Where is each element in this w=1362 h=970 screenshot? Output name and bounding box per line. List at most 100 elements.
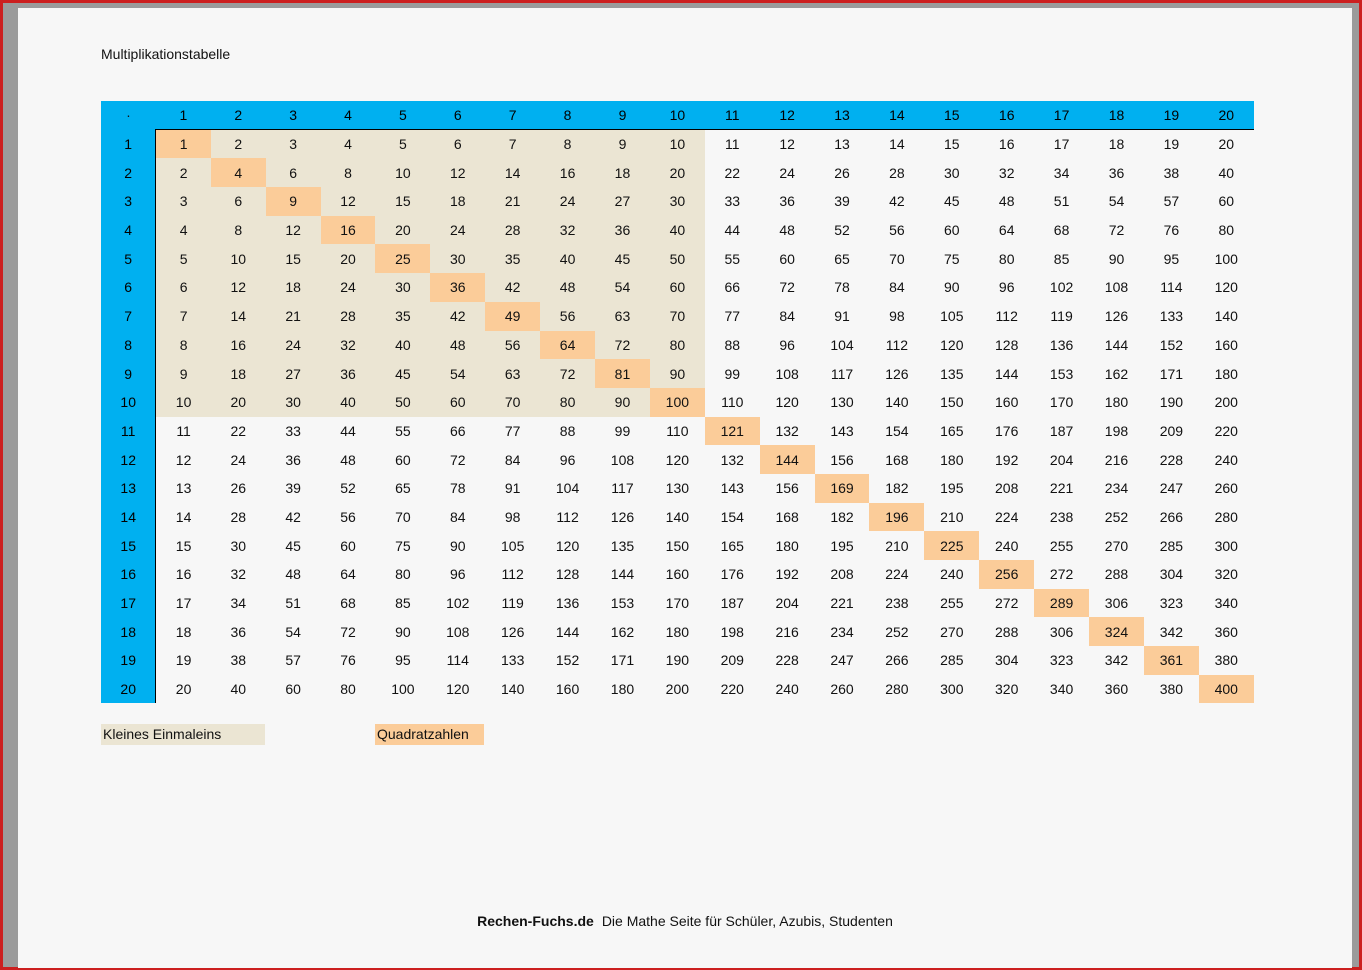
product-cell: 252 — [885, 623, 909, 640]
table-row: 18 18 36 54 72 90 108 126 144 162 180 198 216 234 252 2… — [101, 617, 1254, 647]
legend-square-numbers: Quadratzahlen — [375, 724, 484, 745]
product-cell: 95 — [395, 652, 411, 669]
product-cell: 55 — [395, 422, 411, 439]
product-cell: 208 — [830, 566, 854, 583]
product-cell: 10 — [155, 387, 211, 417]
table-row: 20 20 40 60 80 100 120 140 160 180 200 220 240 260 280… — [101, 674, 1254, 704]
product-cell: 112 — [885, 336, 909, 353]
footer-tagline: Die Mathe Seite für Schüler, Azubis, Stu… — [601, 913, 893, 929]
product-cell: 119 — [501, 595, 524, 612]
product-cell: 44 — [724, 222, 741, 239]
product-cell: 126 — [501, 623, 525, 640]
product-cell: 342 — [1104, 652, 1129, 669]
product-cell: 228 — [1159, 451, 1184, 468]
product-cell: 15 — [924, 129, 980, 159]
product-cell: 342 — [1159, 623, 1184, 640]
row-header: 2 — [101, 158, 156, 188]
product-cell: 54 — [1108, 193, 1125, 210]
product-cell: 54 — [285, 623, 301, 640]
product-cell: 70 — [395, 508, 411, 525]
column-header: 3 — [265, 101, 321, 130]
product-cell: 19 — [1143, 129, 1199, 159]
product-cell: 78 — [834, 279, 850, 296]
product-cell: 285 — [940, 652, 964, 669]
product-cell: 26 — [834, 164, 850, 181]
product-cell: 85 — [1053, 250, 1070, 267]
column-header: 12 — [759, 101, 815, 130]
product-cell: 56 — [340, 508, 356, 525]
product-cell: 117 — [611, 480, 634, 497]
product-cell: 304 — [1159, 566, 1184, 583]
product-cell: 96 — [779, 336, 795, 353]
product-cell: 24 — [779, 164, 795, 181]
product-cell: 48 — [430, 330, 486, 360]
product-cell: 130 — [830, 394, 854, 411]
product-cell: 304 — [995, 652, 1019, 669]
product-cell: 266 — [1159, 508, 1184, 525]
product-cell: 12 — [759, 129, 815, 159]
product-cell: 240 — [940, 566, 964, 583]
product-cell: 90 — [395, 623, 411, 640]
product-cell: 60 — [649, 273, 705, 302]
product-cell: 11 — [704, 129, 760, 159]
product-cell: 112 — [556, 508, 579, 525]
row-header: 9 — [101, 359, 156, 388]
product-cell: 84 — [889, 279, 905, 296]
product-cell: 108 — [446, 623, 470, 640]
product-cell: 33 — [724, 193, 741, 210]
product-cell: 221 — [830, 595, 854, 612]
product-cell: 4 — [320, 129, 376, 159]
product-cell: 117 — [830, 365, 854, 382]
product-cell: 44 — [340, 422, 356, 439]
table-header-row: · 1 2 3 4 5 6 7 8 9 10 11 12 13 14 15 16 17 18 19 20 — [101, 101, 1254, 130]
product-cell: 176 — [720, 566, 744, 583]
product-cell: 99 — [614, 422, 631, 439]
product-cell: 14 — [485, 158, 541, 188]
product-cell: 34 — [230, 595, 247, 612]
product-cell: 80 — [340, 681, 356, 698]
table-row: 11 11 22 33 44 55 66 77 88 99 110 121 132 143 154 165 17… — [101, 416, 1254, 446]
product-cell: 40 — [320, 387, 376, 417]
product-cell: 216 — [1104, 451, 1129, 468]
product-cell: 12 — [430, 158, 486, 188]
product-cell: 78 — [450, 480, 466, 497]
product-cell: 34 — [1053, 164, 1070, 181]
product-cell: 132 — [720, 451, 744, 468]
product-cell: 91 — [834, 308, 850, 325]
product-cell: 22 — [724, 164, 741, 181]
product-cell: 204 — [775, 595, 799, 612]
row-header: 12 — [101, 445, 156, 474]
product-cell: 380 — [1159, 681, 1184, 698]
product-cell: 98 — [889, 308, 905, 325]
product-cell: 56 — [889, 222, 905, 239]
product-cell: 170 — [1049, 394, 1074, 411]
product-cell: 126 — [885, 365, 909, 382]
product-cell: 66 — [724, 279, 741, 296]
product-cell: 8 — [320, 158, 376, 188]
table-row: 7 7 14 21 28 35 42 49 56 63 70 77 84 91 98 105 112 119 126… — [101, 301, 1254, 331]
product-cell: 160 — [995, 394, 1019, 411]
product-cell: 18 — [265, 273, 321, 302]
row-header: 7 — [101, 301, 156, 331]
product-cell: 110 — [666, 422, 689, 439]
table-row: 14 14 28 42 56 70 84 98 112 126 140 154 168 182 196 210… — [101, 502, 1254, 532]
product-cell: 36 — [285, 451, 301, 468]
product-cell: 12 — [155, 445, 211, 474]
product-cell: 54 — [595, 273, 650, 302]
product-cell: 140 — [501, 681, 525, 698]
product-cell: 209 — [1159, 422, 1184, 439]
product-cell: 3 — [155, 187, 211, 216]
product-cell: 144 — [555, 623, 580, 640]
product-cell: 128 — [555, 566, 580, 583]
product-cell: 45 — [944, 193, 960, 210]
product-cell: 6 — [265, 158, 321, 188]
product-cell: 12 — [210, 273, 266, 302]
table-row: 13 13 26 39 52 65 78 91 104 117 130 143 156 169 182 195… — [101, 473, 1254, 503]
product-cell: 72 — [540, 359, 596, 388]
product-cell: 133 — [501, 652, 525, 669]
row-header: 14 — [101, 502, 156, 532]
product-cell: 150 — [665, 537, 690, 554]
product-cell: 10 — [210, 244, 266, 274]
product-cell: 156 — [775, 480, 799, 497]
product-cell: 114 — [1160, 279, 1183, 296]
